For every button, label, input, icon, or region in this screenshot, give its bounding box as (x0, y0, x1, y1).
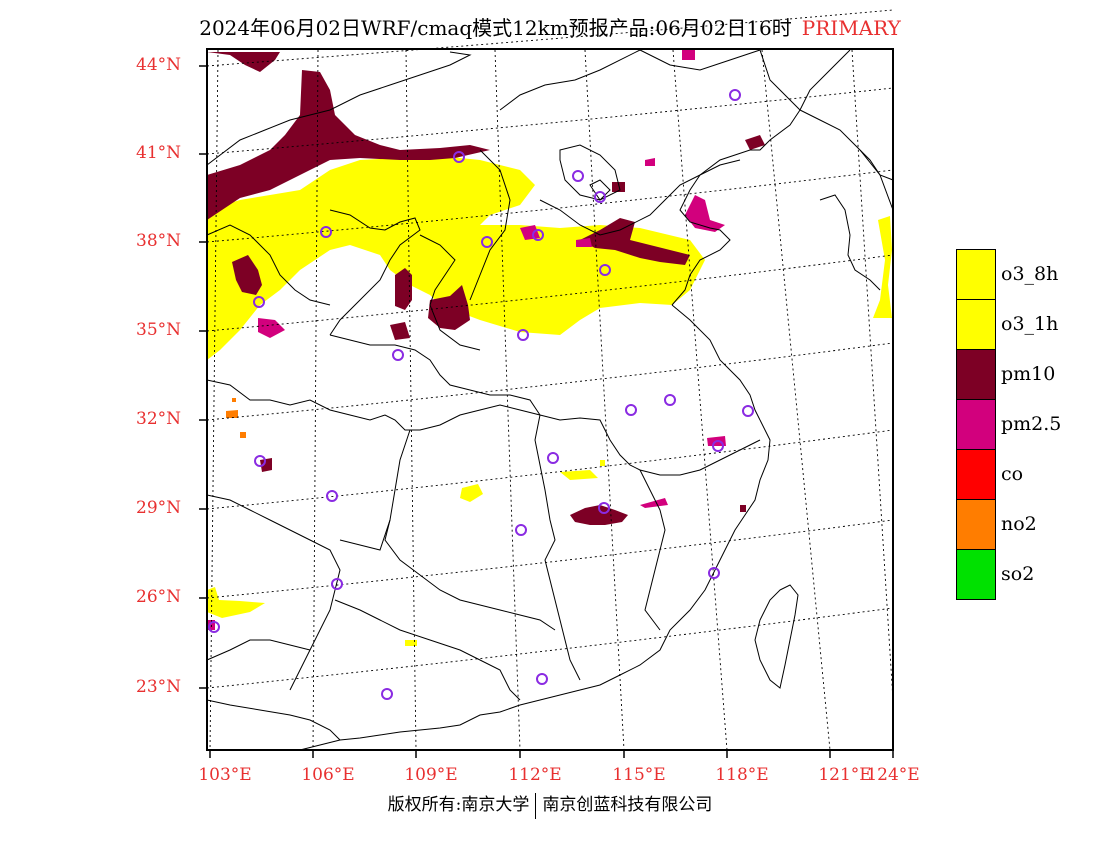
legend-item-pm25: pm2.5 (956, 399, 1096, 450)
copyright-footer: 版权所有:南京大学 南京创蓝科技有限公司 (0, 790, 1100, 819)
legend-swatch (956, 299, 996, 350)
lat-label-38: 38°N (136, 231, 182, 251)
legend-item-o3-8h: o3_8h (956, 249, 1096, 300)
title-text: 2024年06月02日WRF/cmaq模式12km预报产品:06月02日16时 (199, 16, 792, 40)
legend-swatch (956, 399, 996, 450)
boundary-lines (206, 49, 894, 751)
lon-label-124: 124°E (866, 765, 920, 785)
o3-field (207, 156, 892, 646)
legend-label: pm10 (1001, 363, 1056, 385)
lat-label-26: 26°N (136, 587, 182, 607)
lat-label-44: 44°N (136, 55, 182, 75)
footer-separator (535, 792, 537, 819)
pm25-field (207, 48, 726, 630)
pm10-field (207, 52, 765, 525)
lat-label-29: 29°N (136, 498, 182, 518)
legend-swatch (956, 349, 996, 400)
legend-item-so2: so2 (956, 549, 1096, 600)
lon-label-109: 109°E (404, 765, 458, 785)
lat-label-41: 41°N (136, 143, 182, 163)
map-frame (206, 48, 894, 751)
graticule (206, 9, 894, 751)
station-markers (208, 89, 754, 700)
legend-item-pm10: pm10 (956, 349, 1096, 400)
legend-label: o3_1h (1001, 313, 1059, 335)
axis-ticks (199, 65, 894, 758)
no2-field (226, 398, 246, 438)
lon-label-121: 121°E (818, 765, 872, 785)
legend-swatch (956, 499, 996, 550)
lat-label-32: 32°N (136, 409, 182, 429)
lat-label-23: 23°N (136, 677, 182, 697)
legend-label: pm2.5 (1001, 413, 1062, 435)
legend-item-no2: no2 (956, 499, 1096, 550)
legend-label: co (1001, 463, 1024, 485)
lon-label-106: 106°E (301, 765, 355, 785)
legend-item-co: co (956, 449, 1096, 500)
legend-label: no2 (1001, 513, 1037, 535)
map-title: 2024年06月02日WRF/cmaq模式12km预报产品:06月02日16时 P… (0, 12, 1100, 41)
legend-label: o3_8h (1001, 263, 1059, 285)
copyright-left: 版权所有:南京大学 (387, 795, 530, 815)
legend-label: so2 (1001, 563, 1035, 585)
legend-swatch (956, 449, 996, 500)
copyright-right: 南京创蓝科技有限公司 (542, 795, 713, 815)
lon-label-103: 103°E (198, 765, 252, 785)
lon-label-112: 112°E (508, 765, 562, 785)
lat-label-35: 35°N (136, 320, 182, 340)
legend-swatch (956, 249, 996, 300)
legend-item-o3-1h: o3_1h (956, 299, 1096, 350)
legend-swatch (956, 549, 996, 600)
title-tag: PRIMARY (801, 16, 901, 40)
lon-label-115: 115°E (612, 765, 666, 785)
lon-label-118: 118°E (715, 765, 769, 785)
